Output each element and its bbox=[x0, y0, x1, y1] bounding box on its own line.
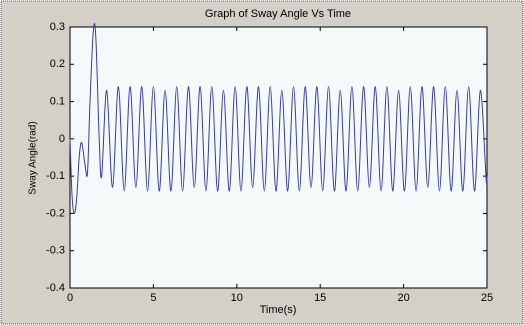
chart-title: Graph of Sway Angle Vs Time bbox=[205, 8, 351, 20]
x-tick-label: 0 bbox=[67, 292, 73, 304]
y-axis-label: Sway Angle(rad) bbox=[28, 121, 39, 194]
y-tick-label: -0.1 bbox=[46, 170, 65, 182]
y-tick-label: 0.3 bbox=[50, 21, 65, 33]
x-tick-label: 20 bbox=[397, 292, 409, 304]
x-axis-label: Time(s) bbox=[260, 304, 297, 316]
y-tick-label: 0.1 bbox=[50, 95, 65, 107]
x-tick-label: 10 bbox=[231, 292, 243, 304]
y-tick-label: 0.2 bbox=[50, 58, 65, 70]
x-tick-label: 5 bbox=[150, 292, 156, 304]
data-line bbox=[69, 23, 488, 214]
y-tick-label: -0.2 bbox=[46, 207, 65, 219]
y-tick-label: -0.3 bbox=[46, 245, 65, 257]
y-tick-label: -0.4 bbox=[46, 282, 65, 294]
x-tick-label: 15 bbox=[314, 292, 326, 304]
x-tick-label: 25 bbox=[481, 292, 493, 304]
y-tick-label: 0 bbox=[59, 133, 65, 145]
